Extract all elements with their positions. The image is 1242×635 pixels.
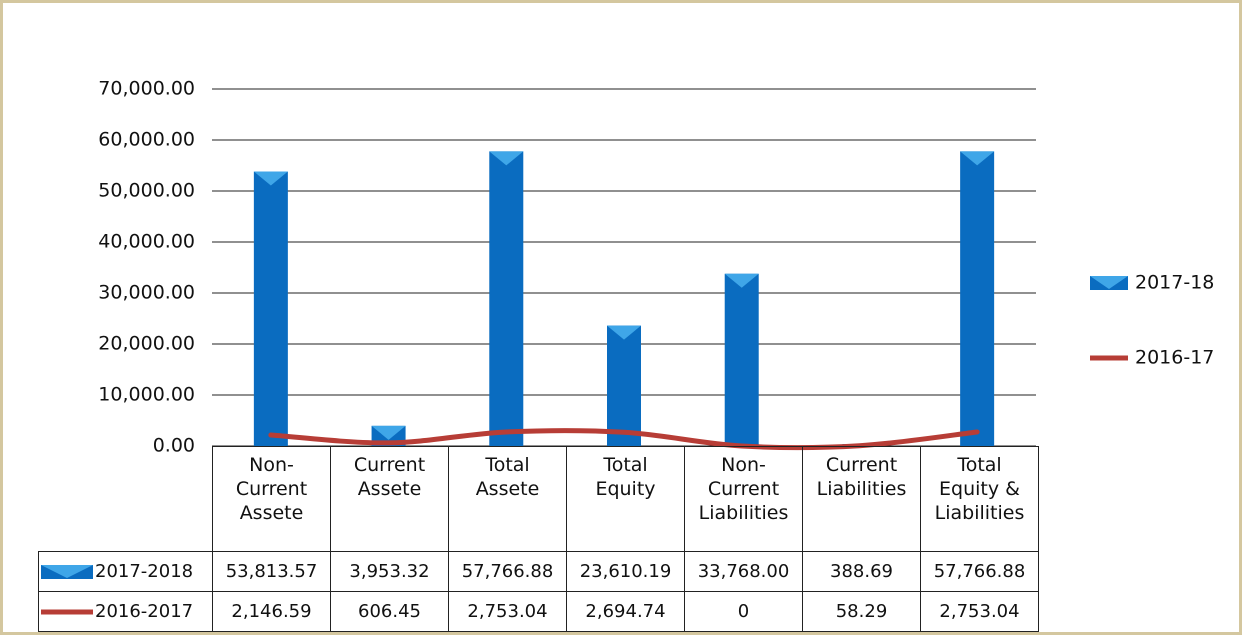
y-tick-label: 20,000.00 [98,333,195,355]
table-cell: 58.29 [802,591,921,632]
bar [489,151,524,446]
x-tick-label: Non-Current Assete [212,446,331,552]
bar [607,325,641,446]
x-tick-label: Total Assete [448,446,567,552]
data-table: Non-Current Assete Current Assete Total As… [38,446,1039,632]
bar-highlight [371,425,406,440]
table-cell: 53,813.57 [212,551,331,592]
legend-swatch-highlight [1090,276,1128,289]
table-cell: 388.69 [802,551,921,592]
table-cell: 57,766.88 [448,551,567,592]
bar-highlight [253,171,288,186]
bar [960,151,995,446]
legend-label: 2016-17 [1135,347,1214,369]
table-cell: 23,610.19 [566,551,685,592]
y-tick-label: 60,000.00 [98,129,195,151]
y-tick-label: 30,000.00 [98,282,195,304]
table-cell: 0 [684,591,803,632]
x-tick-label: Total Equity [566,446,685,552]
legend-label: 2017-18 [1135,272,1214,294]
y-tick-label: 70,000.00 [98,78,195,100]
x-tick-label: Current Liabilities [802,446,921,552]
x-tick-label: Total Equity & Liabilities [920,446,1039,552]
table-legend-icon [41,565,93,579]
row-label-cell: 2017-2018 [38,551,213,592]
table-cell: 2,753.04 [448,591,567,632]
x-tick-label: Current Assete [330,446,449,552]
table-cell: 606.45 [330,591,449,632]
table-cell: 3,953.32 [330,551,449,592]
table-cell: 2,146.59 [212,591,331,632]
bar-highlight [489,151,524,166]
bar [253,171,288,447]
table-cell: 2,753.04 [920,591,1039,632]
bar-highlight [724,273,759,288]
line [268,428,980,451]
y-tick-label: 40,000.00 [98,231,195,253]
bar [724,273,759,446]
row-label: 2017-2018 [95,561,194,582]
x-tick-label: Non-Current Liabilities [684,446,803,552]
row-label: 2016-2017 [95,601,194,622]
bar-highlight [607,325,641,340]
table-cell: 33,768.00 [684,551,803,592]
bar-highlight [960,151,995,166]
table-cell: 57,766.88 [920,551,1039,592]
chart: 2017-18 2016-17 0.0010,000.0020,000.0030… [98,78,1214,457]
table-legend-icon [41,609,93,615]
table-cell: 2,694.74 [566,591,685,632]
y-tick-label: 50,000.00 [98,180,195,202]
empty-cell [38,446,213,552]
y-tick-label: 10,000.00 [98,384,195,406]
row-label-cell: 2016-2017 [38,591,213,632]
